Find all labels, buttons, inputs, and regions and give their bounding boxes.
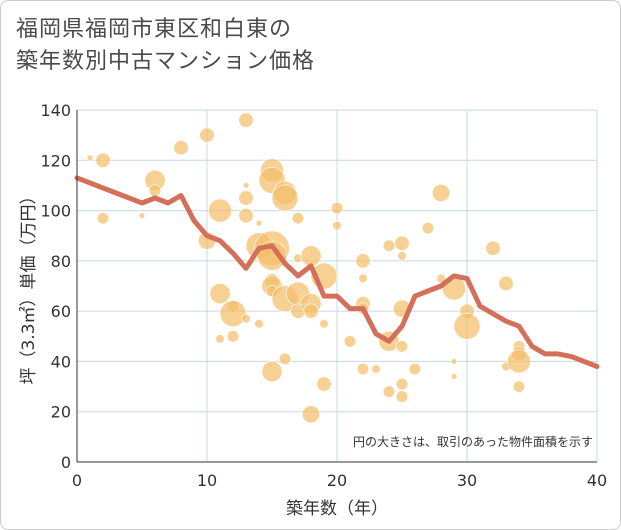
bubble-point	[209, 283, 231, 304]
bubble-point	[173, 140, 189, 156]
grid-lines	[76, 109, 598, 463]
y-tick-label: 40	[51, 352, 71, 371]
bubble-point	[138, 212, 146, 219]
bubble-point	[148, 184, 162, 197]
bubble-point	[95, 152, 111, 168]
bubble-point	[436, 273, 446, 284]
bubble-point	[332, 221, 342, 231]
bubble-point	[371, 364, 381, 374]
bubble-point	[215, 334, 225, 344]
bubble-point	[450, 358, 458, 365]
bubble-point	[395, 377, 409, 391]
trend-line-group	[74, 175, 600, 369]
bubble-point	[453, 312, 481, 340]
chart-title: 福岡県福岡市東区和白東の 築年数別中古マンション価格	[16, 14, 315, 78]
trend-line	[74, 175, 600, 369]
bubble-point	[301, 405, 320, 424]
y-tick-label: 80	[51, 252, 71, 271]
bubble-point	[86, 154, 94, 161]
bubble-point	[254, 319, 264, 329]
x-tick-label: 20	[327, 471, 347, 490]
x-tick-label: 30	[457, 471, 477, 490]
bubble-point	[507, 349, 531, 374]
bubble-point	[199, 127, 215, 143]
chart-title-line-2: 築年数別中古マンション価格	[16, 49, 316, 74]
size-annotation: 円の大きさは、取引のあった物件面積を示す	[353, 434, 593, 449]
bubble-point	[394, 235, 410, 251]
x-tick-label: 10	[197, 471, 217, 490]
bubble-point	[408, 362, 422, 376]
bubble-point	[226, 330, 240, 343]
bubble-point	[241, 314, 251, 324]
x-axis-label: 築年数（年）	[286, 499, 388, 519]
bubble-point	[382, 385, 396, 398]
bubble-series	[86, 112, 531, 424]
bubble-point	[238, 112, 254, 128]
y-tick-label: 0	[61, 453, 71, 472]
y-tick-label: 20	[51, 403, 71, 422]
bubble-point	[512, 380, 526, 393]
bubble-point	[330, 201, 344, 215]
x-tick-label: 40	[587, 471, 607, 490]
bubble-point	[450, 373, 458, 380]
bubble-point	[382, 239, 396, 252]
bubble-point	[397, 251, 407, 261]
x-tick-label: 0	[72, 471, 82, 490]
bubble-point	[343, 335, 357, 348]
bubble-point	[303, 303, 319, 319]
bubble-point	[356, 362, 370, 376]
bubble-point	[261, 361, 283, 382]
bubble-point	[421, 222, 435, 235]
bubble-point	[316, 376, 332, 392]
bubble-point	[395, 390, 409, 403]
bubble-point	[242, 182, 250, 189]
bubble-point	[291, 212, 305, 225]
bubble-point	[355, 253, 371, 269]
axes: 0 10 20 30 40 0 20 40 60 80 100 120 140	[40, 101, 607, 490]
bubble-point	[219, 300, 247, 328]
bubble-point	[208, 198, 232, 223]
bubble-point	[255, 219, 263, 227]
bubble-point	[358, 273, 368, 284]
y-tick-label: 100	[40, 202, 71, 221]
y-tick-label: 140	[40, 101, 71, 120]
bubble-point	[238, 190, 254, 206]
bubble-point	[319, 319, 329, 329]
y-tick-label: 120	[40, 151, 71, 170]
bubble-point	[96, 212, 110, 225]
bubble-point	[300, 245, 322, 267]
bubble-point	[271, 184, 299, 212]
bubble-point	[395, 340, 409, 353]
bubble-point	[485, 240, 501, 256]
bubble-point	[278, 352, 292, 366]
y-tick-label: 60	[51, 302, 71, 321]
chart-title-line-1: 福岡県福岡市東区和白東の	[16, 17, 293, 42]
bubble-point	[498, 275, 514, 292]
y-axis-label: 坪（3.3㎡）単価（万円）	[19, 187, 39, 384]
bubble-point	[431, 183, 450, 202]
bubble-point	[238, 208, 254, 224]
